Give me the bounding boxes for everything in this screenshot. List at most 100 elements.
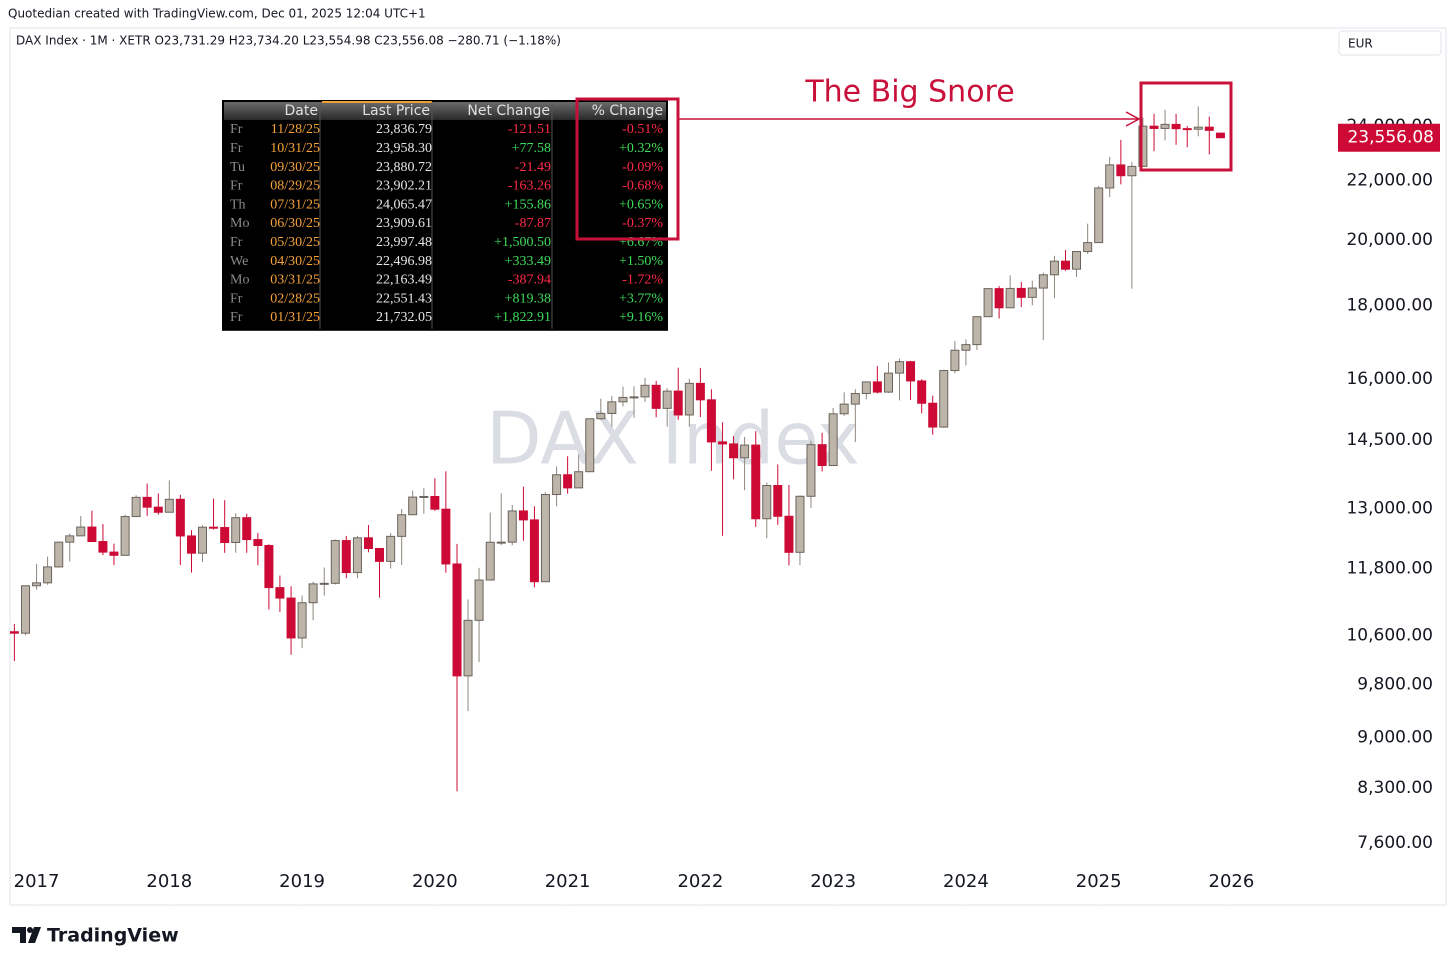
- candle-body: [706, 399, 716, 443]
- table-cell: +0.65%: [619, 197, 663, 212]
- table-cell: 21,732.05: [376, 310, 432, 325]
- candle-body: [175, 498, 185, 537]
- currency-box[interactable]: [1338, 30, 1442, 56]
- candle-body: [1149, 125, 1159, 129]
- candle-body: [253, 539, 263, 547]
- y-tick-label: 10,600.00: [1346, 626, 1433, 646]
- candle-body: [994, 288, 1004, 309]
- candle-body: [441, 508, 451, 565]
- table-cell: Tu: [230, 160, 245, 175]
- candle-body: [585, 418, 595, 473]
- credit: Quotedian created with TradingView.com, …: [8, 7, 426, 21]
- candle-body: [297, 602, 307, 639]
- y-tick-label: 20,000.00: [1346, 230, 1433, 250]
- table-cell: Fr: [230, 179, 243, 194]
- candle-body: [1193, 126, 1203, 130]
- price-tag: 23,556.08: [1347, 128, 1434, 148]
- candle-body: [828, 413, 838, 467]
- candle-body: [87, 526, 97, 543]
- candle-body: [729, 443, 739, 459]
- y-tick-label: 14,500.00: [1346, 430, 1433, 450]
- table-header-bg: [224, 102, 666, 120]
- candle-body: [1060, 260, 1070, 270]
- y-tick-label: 18,000.00: [1346, 295, 1433, 315]
- table-cell: +333.49: [505, 254, 551, 269]
- candle-body: [695, 382, 705, 401]
- candle-body: [120, 516, 130, 556]
- candle-body: [552, 474, 562, 496]
- table-cell: 22,496.98: [376, 254, 432, 269]
- candle-body: [961, 344, 971, 351]
- x-tick-label: 2021: [545, 871, 591, 892]
- table-cell: 07/31/25: [270, 197, 320, 212]
- table-cell: +155.86: [505, 197, 551, 212]
- table-cell: 23,958.30: [376, 141, 432, 156]
- candle-body: [1160, 123, 1170, 129]
- y-tick-label: 7,600.00: [1357, 833, 1433, 853]
- candle-body: [751, 444, 761, 520]
- y-tick-label: 11,800.00: [1346, 559, 1433, 579]
- table-cell: 23,902.21: [376, 179, 432, 194]
- table-cell: Mo: [230, 273, 249, 288]
- candle-body: [463, 619, 473, 677]
- candle-body: [817, 444, 827, 467]
- candle-body: [1016, 287, 1026, 298]
- candle-body: [662, 390, 672, 409]
- candle-body: [98, 541, 108, 553]
- candle-body: [1138, 125, 1148, 167]
- candle-body: [1127, 165, 1137, 177]
- brand-logo: TradingView: [12, 925, 179, 947]
- candle-body: [286, 597, 296, 639]
- candle-body: [684, 382, 694, 416]
- table-cell: Fr: [230, 310, 243, 325]
- table-cell: 23,880.72: [376, 160, 432, 175]
- candle-body: [397, 514, 407, 537]
- table-cell: -0.37%: [622, 216, 663, 231]
- arrow-head: [1125, 111, 1141, 127]
- currency[interactable]: EUR: [1348, 37, 1373, 51]
- candle-body: [408, 496, 418, 516]
- candle-body: [32, 582, 42, 587]
- table-cell: +9.16%: [619, 310, 663, 325]
- table-cell: 23,997.48: [376, 235, 432, 250]
- table-cell: Fr: [230, 141, 243, 156]
- candle-body: [430, 495, 440, 510]
- x-tick-label: 2022: [677, 871, 723, 892]
- table-cell: 04/30/25: [270, 254, 320, 269]
- candle-body: [529, 519, 539, 583]
- y-tick-label: 8,300.00: [1357, 778, 1433, 798]
- candle-body: [1182, 128, 1192, 131]
- candle-body: [153, 506, 163, 513]
- candle-body: [629, 396, 639, 399]
- candle-body: [651, 384, 661, 409]
- table-cell: -0.51%: [622, 122, 663, 137]
- y-tick-label: 13,000.00: [1346, 498, 1433, 518]
- table-cell: +819.38: [505, 291, 551, 306]
- candle-body: [972, 316, 982, 346]
- candle-body: [275, 587, 285, 599]
- table-header: Date: [285, 103, 318, 119]
- x-tick-label: 2018: [146, 871, 192, 892]
- table-cell: 10/31/25: [270, 141, 320, 156]
- candle-body: [574, 471, 584, 489]
- candle-body: [65, 535, 75, 543]
- candle-body: [352, 537, 362, 574]
- candle-body: [917, 380, 927, 404]
- table-cell: Fr: [230, 291, 243, 306]
- highlight-box: [1139, 81, 1233, 172]
- candle-body: [563, 474, 573, 489]
- candle-body: [164, 498, 174, 513]
- price-tag-bg: [1338, 123, 1440, 152]
- table-cell: -0.68%: [622, 179, 663, 194]
- chart-frame: [9, 27, 1447, 906]
- candle-body: [496, 541, 506, 544]
- table-cell: 23,836.79: [376, 122, 432, 137]
- candle-body: [928, 402, 938, 428]
- table-cell: Fr: [230, 235, 243, 250]
- candle-body: [1105, 164, 1115, 189]
- x-tick-label: 2024: [943, 871, 989, 892]
- candle-body: [54, 541, 64, 568]
- candle-body: [264, 545, 274, 589]
